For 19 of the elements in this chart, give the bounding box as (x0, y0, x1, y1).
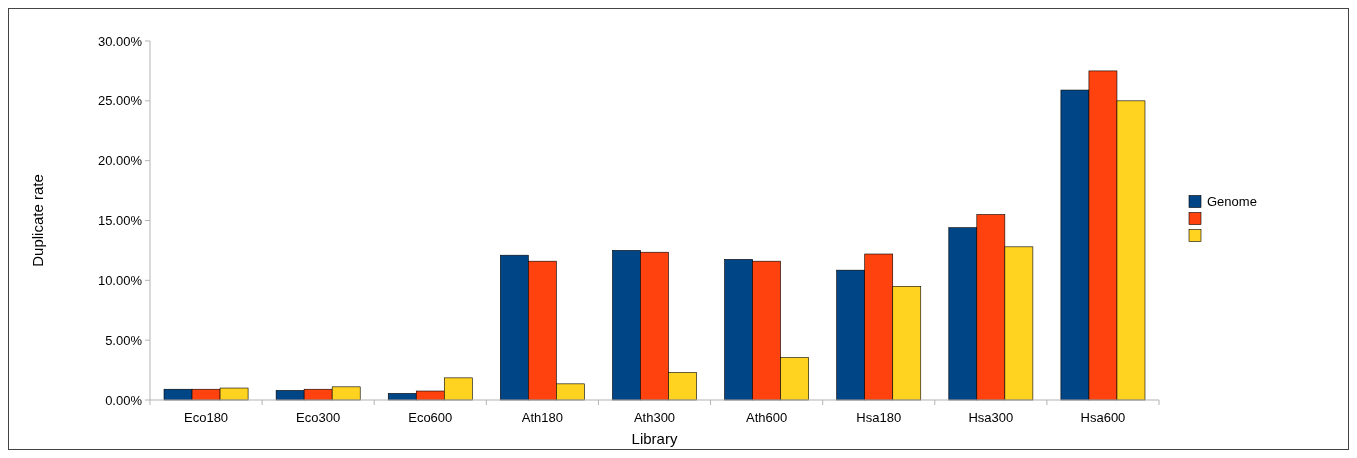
x-tick-label: Eco300 (296, 410, 341, 425)
y-tick-label: 20.00% (97, 153, 143, 169)
x-tick-label: Hsa180 (856, 410, 902, 425)
x-tick-label: Eco600 (408, 410, 453, 425)
x-tick-label: Ath180 (521, 410, 563, 425)
y-tick-label: 30.00% (97, 33, 143, 49)
x-tick-label: Ath300 (633, 410, 676, 425)
y-axis-title: Duplicate rate (29, 174, 46, 267)
x-tick-label: Eco180 (184, 410, 229, 425)
x-tick-label: Hsa600 (1080, 410, 1126, 425)
x-axis-title: Library (631, 430, 678, 447)
y-tick-label: 15.00% (97, 213, 143, 229)
y-tick-label: 0.00% (105, 392, 143, 408)
y-tick-label: 10.00% (97, 272, 143, 288)
x-tick-label: Ath600 (746, 410, 788, 425)
legend-label: Genome (1207, 193, 1257, 209)
y-tick-label: 25.00% (97, 93, 143, 109)
y-tick-label: 5.00% (105, 332, 143, 348)
x-tick-label: Hsa300 (968, 410, 1014, 425)
